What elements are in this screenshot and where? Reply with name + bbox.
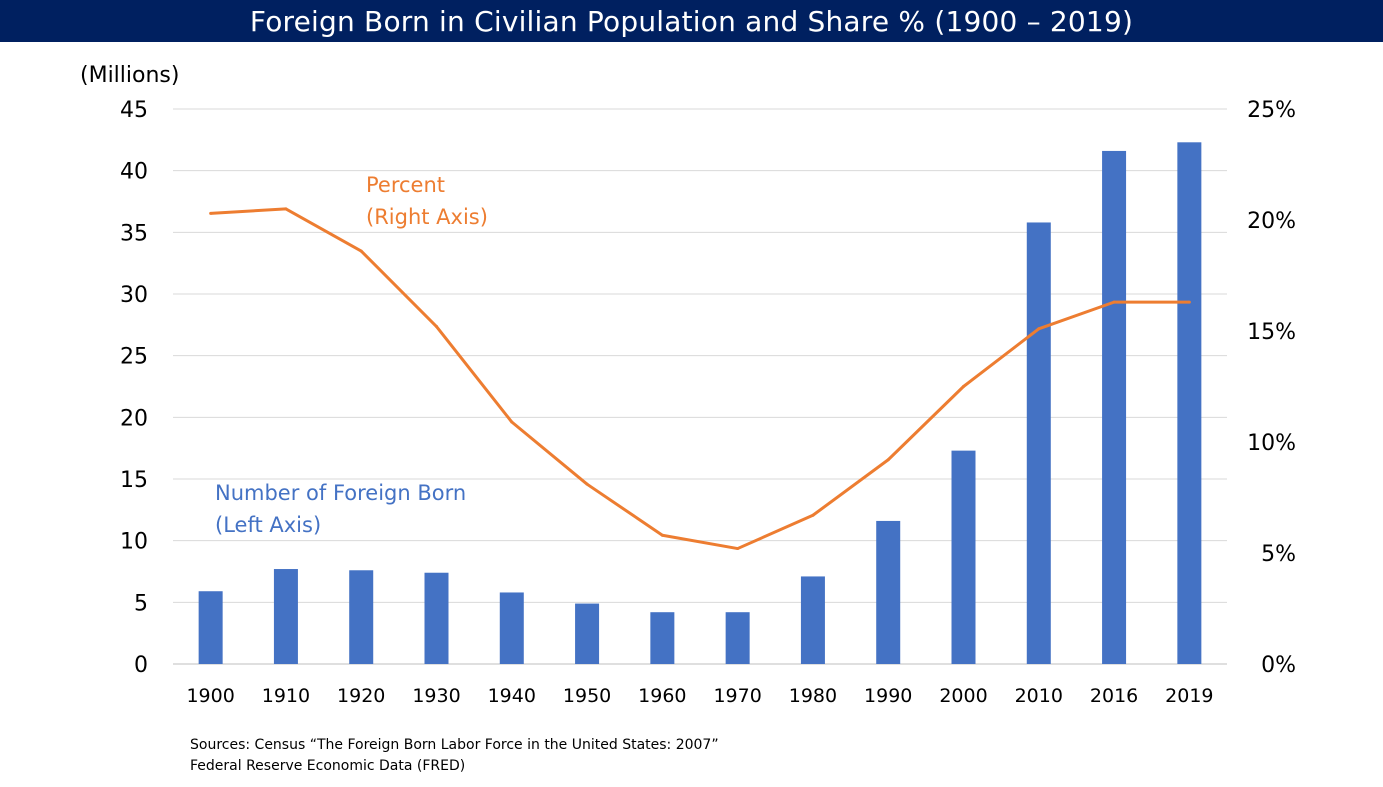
bar-1940 xyxy=(499,592,524,664)
right-tick-label: 20% xyxy=(1247,209,1296,234)
x-tick-label: 1900 xyxy=(186,685,234,707)
sources-line-1: Sources: Census “The Foreign Born Labor … xyxy=(190,737,719,753)
x-tick-label: 1910 xyxy=(262,685,310,707)
left-tick-label: 15 xyxy=(120,468,148,493)
chart-title: Foreign Born in Civilian Population and … xyxy=(0,0,1383,42)
bar-1900 xyxy=(198,591,223,664)
sources-line-2: Federal Reserve Economic Data (FRED) xyxy=(190,758,466,774)
bar-1950 xyxy=(575,603,600,664)
left-tick-label: 35 xyxy=(120,221,148,246)
percent-point-1980 xyxy=(811,513,815,517)
number-annotation-axis: (Left Axis) xyxy=(215,513,321,537)
left-axis-label: (Millions) xyxy=(80,63,179,88)
right-tick-label: 15% xyxy=(1247,320,1296,345)
right-tick-label: 0% xyxy=(1261,653,1296,678)
bar-1960 xyxy=(650,612,675,664)
sources-note: Sources: Census “The Foreign Born Labor … xyxy=(190,735,719,777)
bar-1980 xyxy=(800,576,825,664)
right-tick-label: 25% xyxy=(1247,98,1296,123)
percent-point-1930 xyxy=(435,325,438,329)
percent-point-2010 xyxy=(1037,327,1041,331)
x-tick-label: 2019 xyxy=(1165,685,1213,707)
bar-1970 xyxy=(725,612,750,664)
left-tick-label: 5 xyxy=(134,591,148,616)
percent-point-1940 xyxy=(510,420,514,424)
x-tick-label: 1980 xyxy=(789,685,837,707)
x-tick-label: 2010 xyxy=(1015,685,1063,707)
percent-point-1990 xyxy=(886,458,890,462)
x-tick-label: 1960 xyxy=(638,685,686,707)
bar-2019 xyxy=(1177,142,1202,665)
bar-1990 xyxy=(876,520,901,664)
percent-point-2016 xyxy=(1112,300,1116,304)
left-tick-label: 0 xyxy=(134,653,148,678)
left-tick-label: 25 xyxy=(120,345,148,370)
x-tick-label: 1920 xyxy=(337,685,385,707)
x-tick-label: 1930 xyxy=(412,685,460,707)
percent-point-2000 xyxy=(962,385,965,388)
x-tick-label: 1950 xyxy=(563,685,611,707)
left-tick-label: 30 xyxy=(120,283,148,308)
percent-point-1950 xyxy=(585,482,589,486)
percent-annotation: Percent xyxy=(366,173,445,197)
x-tick-label: 2000 xyxy=(939,685,987,707)
x-tick-label: 1990 xyxy=(864,685,912,707)
bar-1920 xyxy=(349,570,374,664)
number-annotation: Number of Foreign Born xyxy=(215,481,466,505)
percent-point-1910 xyxy=(284,207,288,211)
percent-point-1900 xyxy=(209,211,213,215)
bar-1910 xyxy=(273,569,298,664)
bar-1930 xyxy=(424,572,449,664)
bar-2000 xyxy=(951,450,976,664)
x-tick-label: 1940 xyxy=(488,685,536,707)
percent-line xyxy=(210,207,1190,551)
bar-2010 xyxy=(1026,222,1051,664)
left-tick-label: 20 xyxy=(120,406,148,431)
left-tick-label: 40 xyxy=(120,160,148,185)
x-tick-label: 2016 xyxy=(1090,685,1138,707)
percent-point-2019 xyxy=(1187,300,1191,304)
percent-point-1920 xyxy=(359,249,363,253)
percent-point-1960 xyxy=(660,533,664,537)
right-tick-label: 10% xyxy=(1247,431,1296,456)
x-tick-label: 1970 xyxy=(713,685,761,707)
percent-annotation-axis: (Right Axis) xyxy=(366,205,488,229)
left-tick-label: 10 xyxy=(120,530,148,555)
percent-point-1970 xyxy=(736,547,740,551)
left-tick-label: 45 xyxy=(120,98,148,123)
right-tick-label: 5% xyxy=(1261,542,1296,567)
bar-2016 xyxy=(1102,150,1127,664)
